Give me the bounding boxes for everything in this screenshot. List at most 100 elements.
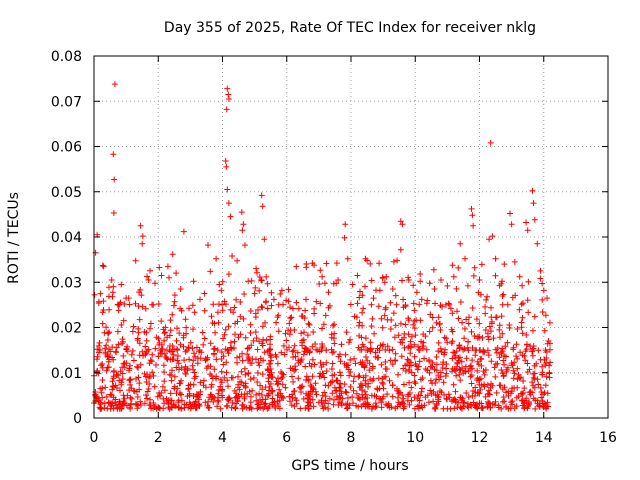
data-point	[338, 341, 345, 348]
data-point	[400, 296, 407, 303]
data-point	[278, 287, 285, 294]
data-point	[207, 391, 214, 398]
data-point	[119, 401, 126, 408]
data-point	[168, 372, 175, 379]
data-point	[180, 228, 187, 235]
data-point	[456, 344, 463, 351]
data-point	[507, 405, 514, 412]
data-point	[441, 334, 448, 341]
data-point	[190, 393, 197, 399]
data-point	[313, 298, 320, 305]
data-point	[472, 352, 479, 359]
data-point	[219, 394, 226, 401]
data-point	[452, 352, 459, 359]
data-point	[207, 340, 214, 347]
data-point	[240, 382, 247, 389]
data-point	[289, 391, 296, 398]
data-point	[357, 384, 364, 391]
data-point	[433, 319, 440, 326]
data-point	[456, 354, 463, 361]
data-point	[440, 379, 447, 386]
data-point	[307, 388, 314, 395]
data-point	[372, 349, 379, 356]
data-point	[465, 338, 471, 345]
data-point	[201, 335, 208, 342]
data-point	[501, 398, 508, 405]
data-point	[257, 382, 264, 389]
data-point	[144, 395, 150, 402]
data-point	[389, 346, 396, 353]
data-point	[263, 337, 270, 344]
data-point	[375, 303, 382, 310]
data-point	[214, 309, 221, 316]
data-point	[484, 404, 491, 411]
data-point	[430, 266, 437, 273]
data-point	[298, 356, 305, 363]
data-point	[504, 339, 511, 346]
data-point	[508, 221, 515, 228]
data-point	[264, 348, 271, 355]
data-point	[515, 371, 522, 378]
data-point	[139, 240, 146, 247]
data-point	[94, 368, 101, 375]
data-point	[106, 306, 113, 313]
data-point	[449, 368, 455, 375]
data-point	[359, 361, 366, 367]
data-point	[432, 405, 439, 412]
data-point	[401, 403, 408, 410]
data-point	[399, 336, 405, 343]
data-point	[216, 301, 222, 308]
data-point	[254, 269, 260, 276]
data-point	[430, 398, 437, 405]
data-point	[337, 372, 344, 379]
data-point	[235, 373, 241, 380]
data-point	[509, 398, 516, 405]
data-point	[225, 350, 232, 357]
data-point	[264, 305, 271, 312]
data-point	[276, 386, 283, 393]
data-point	[354, 272, 361, 279]
data-point	[361, 364, 368, 371]
data-point	[109, 293, 116, 300]
data-point	[218, 368, 225, 375]
data-point	[301, 345, 308, 351]
data-point	[485, 398, 491, 405]
data-point	[247, 360, 254, 367]
x-tick-label: 2	[154, 430, 163, 446]
data-point	[343, 389, 350, 396]
data-point	[544, 390, 551, 397]
data-point	[250, 337, 257, 344]
data-point	[220, 335, 227, 342]
data-point	[505, 392, 512, 399]
data-point	[108, 392, 115, 399]
data-point	[407, 338, 414, 345]
data-point	[523, 332, 530, 338]
data-point	[110, 356, 117, 363]
data-point	[246, 388, 253, 395]
data-point	[214, 347, 221, 354]
data-point	[408, 343, 414, 350]
data-point	[95, 342, 102, 349]
data-point	[318, 364, 325, 370]
data-point	[408, 369, 415, 376]
data-point	[469, 212, 476, 219]
data-point	[501, 361, 508, 368]
data-point	[173, 390, 180, 397]
data-point	[530, 200, 537, 207]
data-point	[201, 307, 208, 314]
data-point	[405, 274, 412, 281]
data-point	[103, 324, 110, 331]
data-point	[468, 372, 475, 379]
data-point	[215, 319, 222, 326]
data-point	[290, 347, 297, 354]
data-point	[254, 346, 261, 353]
data-point	[258, 392, 265, 398]
data-point	[359, 292, 366, 299]
y-tick-label: 0.05	[51, 185, 82, 201]
data-point	[492, 398, 499, 405]
data-point	[342, 221, 349, 228]
data-point	[359, 309, 366, 316]
data-point	[432, 392, 439, 399]
data-point	[469, 357, 476, 364]
data-point	[504, 301, 511, 308]
